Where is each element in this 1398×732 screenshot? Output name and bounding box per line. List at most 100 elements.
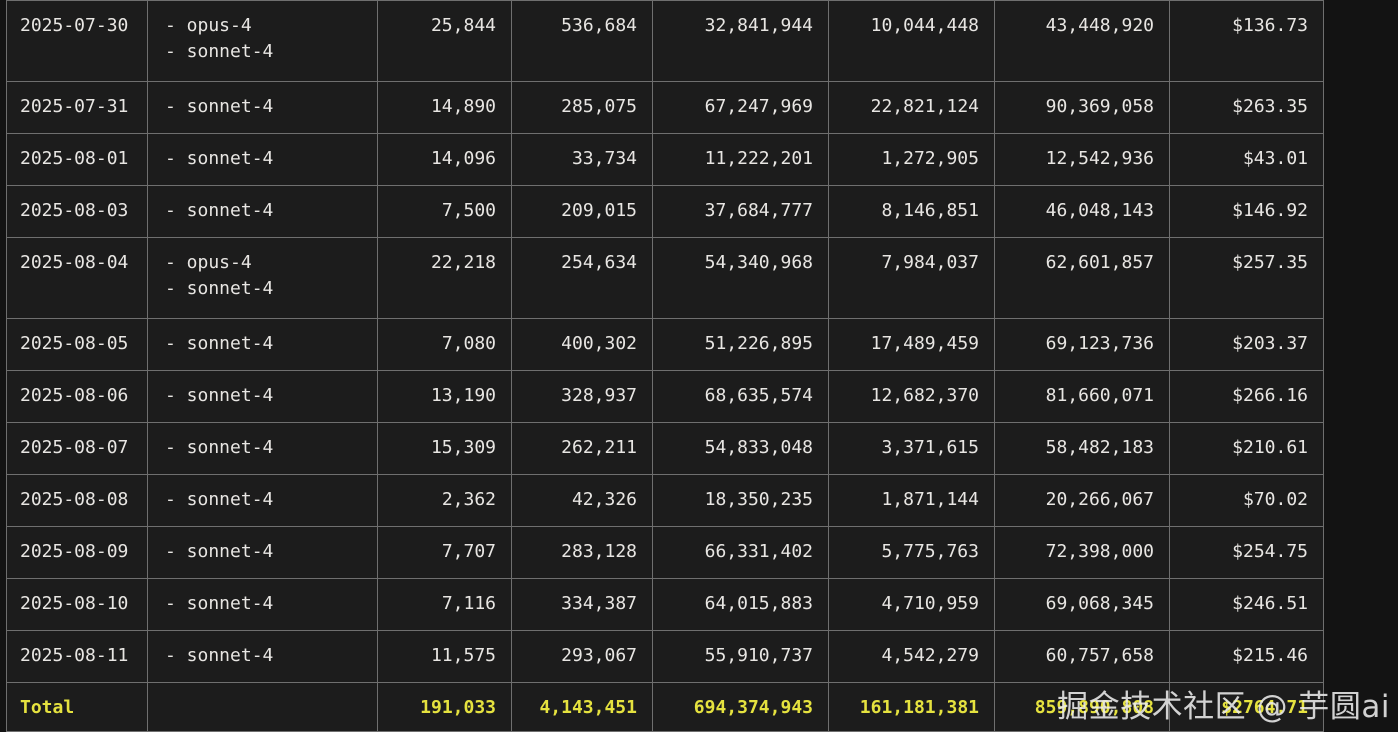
date-cell: 2025-08-10: [6, 578, 148, 631]
cache-read-tokens-cell: 17,489,459: [828, 318, 995, 371]
cost-cell: $263.35: [1169, 81, 1324, 134]
table-row: 2025-08-07 - sonnet-4 15,309 262,211 54,833,…: [6, 422, 1324, 475]
model-name: - sonnet-4: [165, 541, 274, 562]
model-name: - opus-4: [165, 15, 252, 36]
output-tokens-cell: 285,075: [511, 81, 653, 134]
total-tokens-cell: 58,482,183: [994, 422, 1170, 475]
models-cell: - sonnet-4: [147, 422, 378, 475]
cache-create-tokens-cell: 18,350,235: [652, 474, 829, 527]
model-name: - sonnet-4: [165, 41, 274, 62]
cost-cell: $254.75: [1169, 526, 1324, 579]
model-name: - sonnet-4: [165, 200, 274, 221]
total-tokens-cell: 69,123,736: [994, 318, 1170, 371]
cache-create-tokens-cell: 67,247,969: [652, 81, 829, 134]
table-row: 2025-07-30 - opus-4 - sonnet-4 25,844 536,68…: [6, 0, 1324, 82]
cache-create-tokens-cell: 37,684,777: [652, 185, 829, 238]
cache-create-tokens-cell: 11,222,201: [652, 133, 829, 186]
input-tokens-cell: 14,096: [377, 133, 512, 186]
models-cell: - sonnet-4: [147, 474, 378, 527]
output-tokens-cell: 262,211: [511, 422, 653, 475]
output-tokens-cell: 334,387: [511, 578, 653, 631]
model-name: - sonnet-4: [165, 96, 274, 117]
models-cell: - sonnet-4: [147, 526, 378, 579]
cache-read-tokens-cell: 1,272,905: [828, 133, 995, 186]
total-tokens-cell: 46,048,143: [994, 185, 1170, 238]
cost-cell: $70.02: [1169, 474, 1324, 527]
date-cell: 2025-07-31: [6, 81, 148, 134]
models-cell: - sonnet-4: [147, 370, 378, 423]
cost-cell: $203.37: [1169, 318, 1324, 371]
table-row: 2025-08-10 - sonnet-4 7,116 334,387 64,015,8…: [6, 578, 1324, 631]
table-row: 2025-08-01 - sonnet-4 14,096 33,734 11,222,2…: [6, 133, 1324, 186]
date-cell: 2025-08-03: [6, 185, 148, 238]
table-row: 2025-08-11 - sonnet-4 11,575 293,067 55,910,…: [6, 630, 1324, 683]
output-tokens-cell: 400,302: [511, 318, 653, 371]
output-tokens-cell: 254,634: [511, 237, 653, 319]
output-tokens-cell: 328,937: [511, 370, 653, 423]
cost-cell: $246.51: [1169, 578, 1324, 631]
model-name: - sonnet-4: [165, 593, 274, 614]
input-tokens-cell: 14,890: [377, 81, 512, 134]
model-name: - sonnet-4: [165, 489, 274, 510]
output-tokens-cell: 209,015: [511, 185, 653, 238]
output-tokens-cell: 33,734: [511, 133, 653, 186]
cost-cell: $136.73: [1169, 0, 1324, 82]
model-name: - sonnet-4: [165, 385, 274, 406]
total-tokens-cell: 81,660,071: [994, 370, 1170, 423]
cache-read-tokens-cell: 10,044,448: [828, 0, 995, 82]
models-cell: - sonnet-4: [147, 578, 378, 631]
cache-create-tokens-cell: 51,226,895: [652, 318, 829, 371]
table-row: 2025-08-03 - sonnet-4 7,500 209,015 37,684,7…: [6, 185, 1324, 238]
output-tokens-cell: 283,128: [511, 526, 653, 579]
cache-create-tokens-cell: 68,635,574: [652, 370, 829, 423]
models-cell: - sonnet-4: [147, 318, 378, 371]
total-row: Total 191,033 4,143,451 694,374,943 161,181,…: [6, 682, 1324, 732]
cache-read-tokens-cell: 12,682,370: [828, 370, 995, 423]
output-tokens-cell: 293,067: [511, 630, 653, 683]
total-cache-read-tokens-cell: 161,181,381: [828, 682, 995, 732]
cache-read-tokens-cell: 1,871,144: [828, 474, 995, 527]
input-tokens-cell: 7,116: [377, 578, 512, 631]
date-cell: 2025-07-30: [6, 0, 148, 82]
models-cell: - sonnet-4: [147, 185, 378, 238]
cost-cell: $266.16: [1169, 370, 1324, 423]
cost-cell: $210.61: [1169, 422, 1324, 475]
total-label: Total: [6, 682, 148, 732]
input-tokens-cell: 11,575: [377, 630, 512, 683]
date-cell: 2025-08-04: [6, 237, 148, 319]
models-cell: - opus-4 - sonnet-4: [147, 0, 378, 82]
date-cell: 2025-08-07: [6, 422, 148, 475]
cache-read-tokens-cell: 22,821,124: [828, 81, 995, 134]
total-output-tokens-cell: 4,143,451: [511, 682, 653, 732]
input-tokens-cell: 13,190: [377, 370, 512, 423]
total-input-tokens-cell: 191,033: [377, 682, 512, 732]
total-cost-cell: $2764.71: [1169, 682, 1324, 732]
cache-read-tokens-cell: 7,984,037: [828, 237, 995, 319]
model-name: - sonnet-4: [165, 645, 274, 666]
cache-create-tokens-cell: 64,015,883: [652, 578, 829, 631]
date-cell: 2025-08-09: [6, 526, 148, 579]
table-row: 2025-08-06 - sonnet-4 13,190 328,937 68,635,…: [6, 370, 1324, 423]
total-tokens-cell: 72,398,000: [994, 526, 1170, 579]
models-cell: - sonnet-4: [147, 133, 378, 186]
date-cell: 2025-08-11: [6, 630, 148, 683]
cache-read-tokens-cell: 4,542,279: [828, 630, 995, 683]
input-tokens-cell: 22,218: [377, 237, 512, 319]
models-cell: - opus-4 - sonnet-4: [147, 237, 378, 319]
total-tokens-cell: 12,542,936: [994, 133, 1170, 186]
date-cell: 2025-08-06: [6, 370, 148, 423]
date-cell: 2025-08-01: [6, 133, 148, 186]
table-row: 2025-07-31 - sonnet-4 14,890 285,075 67,247,…: [6, 81, 1324, 134]
total-tokens-cell: 90,369,058: [994, 81, 1170, 134]
input-tokens-cell: 25,844: [377, 0, 512, 82]
cost-cell: $146.92: [1169, 185, 1324, 238]
input-tokens-cell: 7,707: [377, 526, 512, 579]
cache-read-tokens-cell: 3,371,615: [828, 422, 995, 475]
cache-create-tokens-cell: 32,841,944: [652, 0, 829, 82]
model-name: - opus-4: [165, 252, 252, 273]
total-tokens-cell: 60,757,658: [994, 630, 1170, 683]
input-tokens-cell: 7,080: [377, 318, 512, 371]
cost-cell: $215.46: [1169, 630, 1324, 683]
models-cell: - sonnet-4: [147, 81, 378, 134]
table-row: 2025-08-04 - opus-4 - sonnet-4 22,218 254,63…: [6, 237, 1324, 319]
